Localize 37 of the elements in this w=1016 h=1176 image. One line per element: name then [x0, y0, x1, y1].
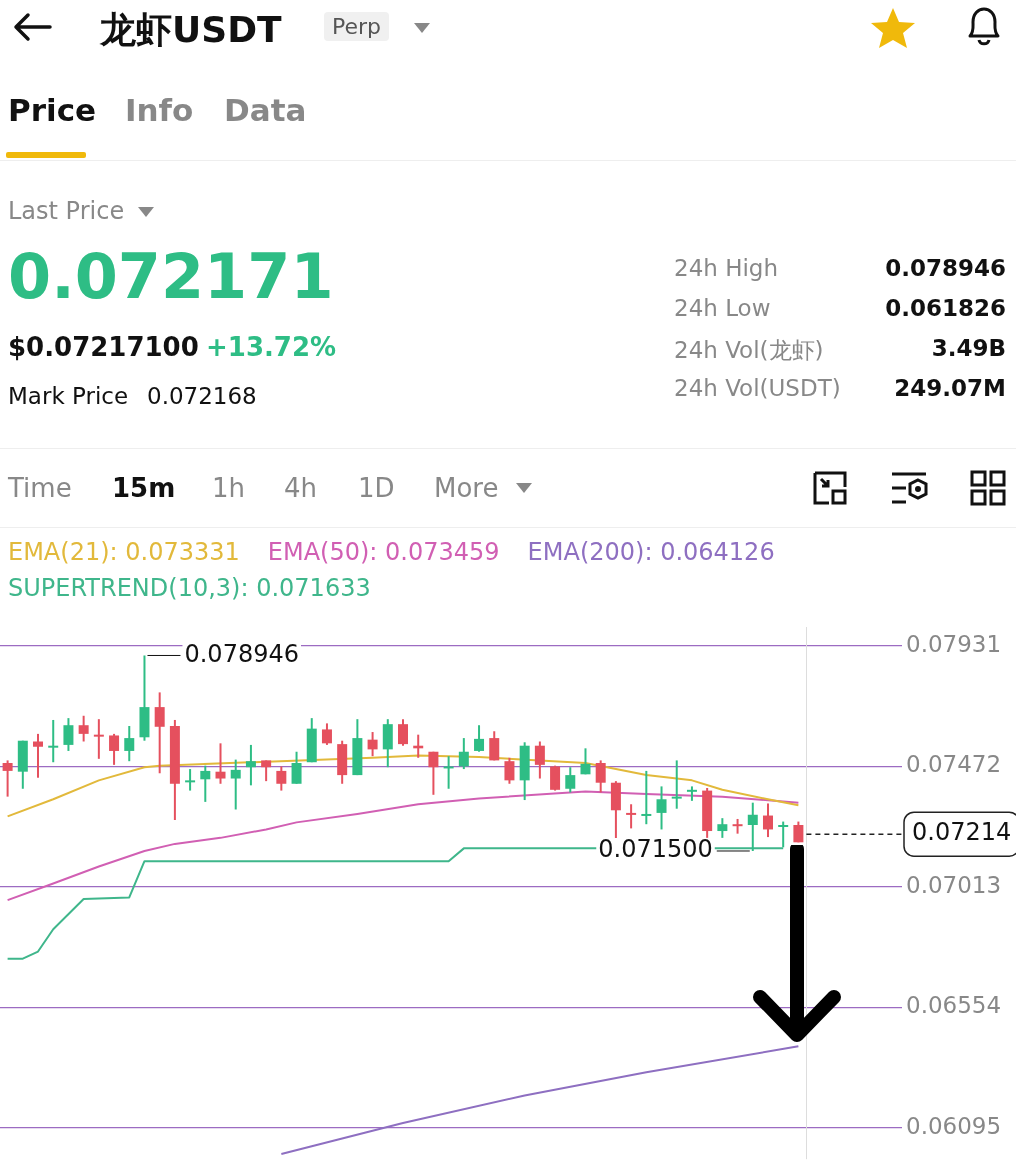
text: 24h Low [674, 295, 771, 321]
text: More [434, 473, 499, 503]
text: 249.07M [894, 375, 1006, 401]
text: +13.72% [206, 332, 337, 362]
text: 24h Vol(USDT) [674, 375, 841, 401]
text: 1h [212, 473, 246, 503]
text: 0.078946 [885, 255, 1006, 281]
text: 0.072171 [8, 240, 334, 313]
chart-subtitle: Perp [324, 12, 390, 41]
y-tick-label: 0.07013 [906, 871, 1002, 898]
text: 4h [284, 473, 318, 503]
annotation: 0.078946 [184, 639, 299, 668]
text: 0.072168 [147, 383, 257, 409]
text: Last Price [8, 197, 125, 225]
text: 0.061826 [885, 295, 1006, 321]
y-tick-label: 0.06095 [906, 1112, 1002, 1139]
text: SUPERTREND(10,3): 0.071633 [8, 574, 371, 602]
text: Price [8, 92, 97, 128]
annotation: 0.071500 [598, 835, 713, 864]
chart-title: 龙虾USDT [100, 8, 282, 52]
text: 3.49B [931, 335, 1006, 361]
text: Time [8, 473, 72, 503]
y-tick-label: 0.07472 [906, 751, 1002, 778]
text: EMA(200): 0.064126 [527, 538, 775, 566]
ref-line-label: 0.07214 [912, 818, 1012, 847]
text: 15m [112, 473, 176, 503]
text: 1D [358, 473, 395, 503]
y-tick-label: 0.06554 [906, 992, 1002, 1019]
text: $0.07217100 [8, 332, 199, 362]
text: 24h Vol(龙虾) [674, 336, 824, 365]
y-tick-label: 0.07931 [906, 630, 1002, 657]
text: Mark Price [8, 383, 129, 409]
text: EMA(50): 0.073459 [267, 538, 500, 566]
text: 24h High [674, 255, 779, 281]
text: Info [125, 92, 194, 128]
text: EMA(21): 0.073331 [8, 538, 240, 566]
text: Data [224, 92, 307, 128]
